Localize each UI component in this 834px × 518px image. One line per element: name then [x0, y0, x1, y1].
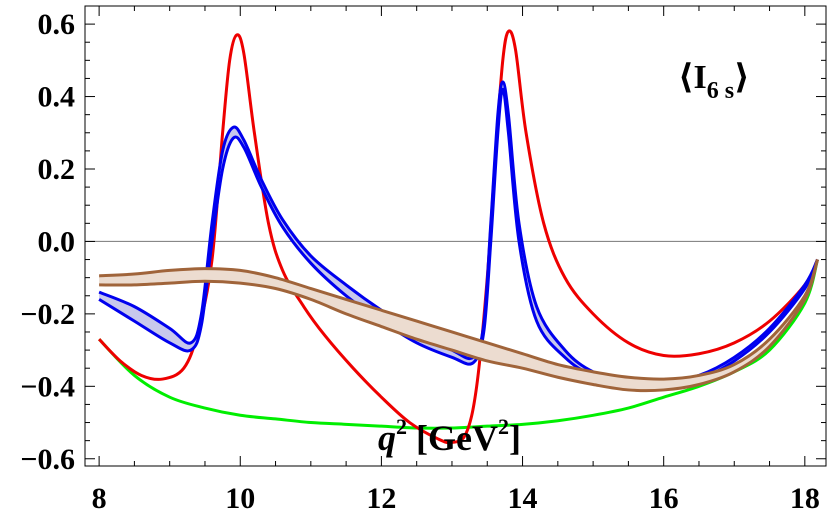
- major-ticks: [85, 6, 826, 466]
- series-annotation: ⟨I6 s⟩: [678, 59, 750, 104]
- y-tick-label: 0.0: [38, 225, 76, 258]
- x-tick-labels: 8 10 12 14 16 18: [92, 482, 820, 515]
- series-band-lower-3: [99, 259, 819, 393]
- y-tick-label: −0.6: [20, 443, 75, 476]
- series-layer: [98, 29, 819, 445]
- series-band-fill-3: [99, 259, 818, 391]
- y-tick-label: −0.4: [20, 370, 75, 403]
- minor-ticks: [85, 5, 826, 466]
- series-band-upper-3: [99, 259, 819, 381]
- y-tick-label: −0.2: [20, 298, 75, 331]
- plot-frame: [84, 5, 827, 467]
- x-tick-label: 12: [366, 482, 396, 515]
- x-tick-label: 18: [790, 482, 820, 515]
- y-tick-label: 0.2: [38, 153, 76, 186]
- x-axis-label: q2 [GeV2]: [378, 414, 521, 458]
- x-tick-label: 14: [508, 482, 538, 515]
- y-tick-label: 0.4: [38, 81, 76, 114]
- y-tick-labels: −0.6 −0.4 −0.2 0.0 0.2 0.4 0.6: [20, 8, 75, 476]
- x-tick-label: 8: [92, 482, 107, 515]
- y-tick-label: 0.6: [38, 8, 76, 41]
- x-tick-label: 16: [649, 482, 679, 515]
- x-tick-label: 10: [225, 482, 255, 515]
